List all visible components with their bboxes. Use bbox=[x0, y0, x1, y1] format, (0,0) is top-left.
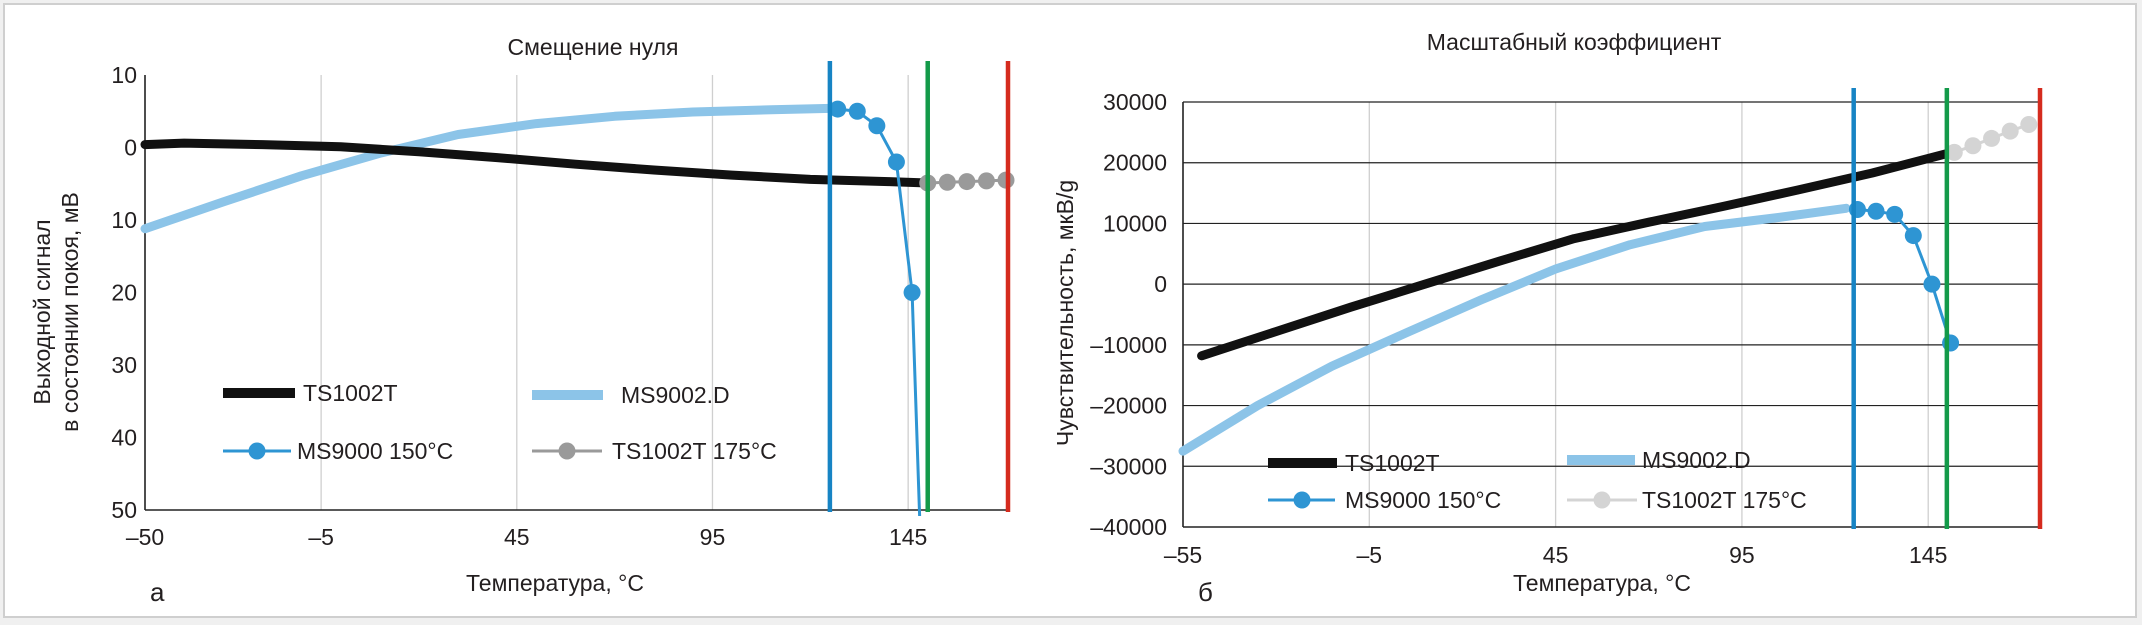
chart-svg: 30000 20000 10000 0 –10000 –20000 –30000 –40000… bbox=[29, 29, 2043, 607]
y-tick-label: 10 bbox=[111, 207, 137, 233]
legend-label-ts1002t-175: TS1002T 175°C bbox=[1642, 487, 1807, 513]
x-tick-label: 145 bbox=[1909, 542, 1947, 568]
legend-label-ms9002d: MS9002.D bbox=[621, 382, 730, 408]
legend-marker-ts1002t-175 bbox=[558, 442, 576, 460]
data-point-ms9000 bbox=[1886, 205, 1904, 223]
data-point-ts1002t_175 bbox=[1964, 137, 1982, 155]
y-tick-label: 50 bbox=[111, 497, 137, 523]
y-tick-label: 20000 bbox=[1103, 150, 1167, 176]
y-tick-label: 40 bbox=[111, 425, 137, 451]
series-line-ts1002t bbox=[1197, 149, 1952, 361]
y-axis-label-line2: в состоянии покоя, мВ bbox=[57, 192, 83, 432]
legend-marker-ms9000 bbox=[248, 442, 266, 460]
legend-marker-ts1002t-175 bbox=[1593, 491, 1611, 509]
data-point-ms9000 bbox=[1923, 275, 1941, 293]
data-point-ts1002t_175 bbox=[958, 173, 976, 191]
legend-label-ms9002d: MS9002.D bbox=[1642, 447, 1751, 473]
legend-label-ts1002t: TS1002T bbox=[303, 380, 398, 406]
chart-title: Смещение нуля bbox=[508, 34, 679, 60]
legend-label-ms9000: MS9000 150°C bbox=[1345, 487, 1501, 513]
series-line-ts1002t bbox=[140, 138, 933, 188]
data-point-ms9000 bbox=[1904, 227, 1922, 245]
legend-label-ms9000: MS9000 150°C bbox=[297, 438, 453, 464]
chart-title: Масштабный коэффициент bbox=[1427, 29, 1722, 55]
data-point-ms9000 bbox=[1867, 202, 1885, 220]
y-axis-label-line1: Выходной сигнал bbox=[29, 219, 55, 404]
x-tick-label: –50 bbox=[126, 524, 164, 550]
data-point-ts1002t_175 bbox=[1983, 129, 2001, 147]
y-tick-label: –30000 bbox=[1090, 453, 1167, 479]
data-point-ts1002t_175 bbox=[938, 173, 956, 191]
data-point-ts1002t_175 bbox=[1945, 143, 1963, 161]
x-tick-label: 95 bbox=[1729, 542, 1755, 568]
y-tick-label: 0 bbox=[1154, 271, 1167, 297]
x-tick-label: 45 bbox=[504, 524, 530, 550]
y-tick-label: 0 bbox=[124, 135, 137, 161]
data-point-ms9000 bbox=[903, 284, 921, 301]
series-group bbox=[1178, 115, 2038, 456]
x-tick-label: 145 bbox=[889, 524, 927, 550]
x-tick-label: 45 bbox=[1543, 542, 1569, 568]
y-tick-label: –40000 bbox=[1090, 514, 1167, 540]
data-point-ts1002t_175 bbox=[977, 172, 995, 190]
y-tick-label: 30000 bbox=[1103, 89, 1167, 115]
data-point-ms9000 bbox=[887, 153, 905, 171]
data-point-ms9000 bbox=[829, 100, 847, 118]
y-tick-label: 10 bbox=[111, 62, 137, 88]
plot-group: 30000 20000 10000 0 –10000 –20000 –30000 –40000… bbox=[1090, 88, 2043, 568]
y-tick-label: 10000 bbox=[1103, 210, 1167, 236]
y-axis-label-line1: Чувствительность, мкВ/g bbox=[1052, 180, 1078, 446]
x-tick-label: –55 bbox=[1164, 542, 1202, 568]
figure: 30000 20000 10000 0 –10000 –20000 –30000 –40000… bbox=[3, 3, 2137, 618]
legend-label-ts1002t: TS1002T bbox=[1345, 450, 1440, 476]
legend-label-ts1002t-175: TS1002T 175°C bbox=[612, 438, 777, 464]
series-line-ms9002d bbox=[140, 103, 835, 234]
series-line-ms9000 bbox=[1855, 208, 1953, 345]
x-tick-label: 95 bbox=[700, 524, 726, 550]
x-axis-label: Температура, °C bbox=[1513, 570, 1691, 596]
series-line-ms9002d bbox=[1178, 203, 1851, 456]
x-tick-label: –5 bbox=[308, 524, 334, 550]
x-axis-label: Температура, °C bbox=[466, 570, 644, 596]
legend-marker-ms9000 bbox=[1293, 491, 1311, 509]
panel-letter: а bbox=[150, 577, 165, 607]
data-point-ts1002t_175 bbox=[2020, 115, 2038, 133]
plot-group: 10 0 10 20 30 40 50–50 –5 45 95 145 bbox=[111, 61, 1015, 550]
panel-letter: б bbox=[1198, 577, 1213, 607]
y-tick-label: –10000 bbox=[1090, 332, 1167, 358]
data-point-ms9000 bbox=[848, 102, 866, 120]
data-point-ts1002t_175 bbox=[2001, 122, 2019, 140]
y-tick-label: 30 bbox=[111, 352, 137, 378]
x-tick-label: –5 bbox=[1357, 542, 1383, 568]
y-tick-label: 20 bbox=[111, 280, 137, 306]
y-tick-label: –20000 bbox=[1090, 393, 1167, 419]
data-point-ms9000 bbox=[868, 117, 886, 135]
